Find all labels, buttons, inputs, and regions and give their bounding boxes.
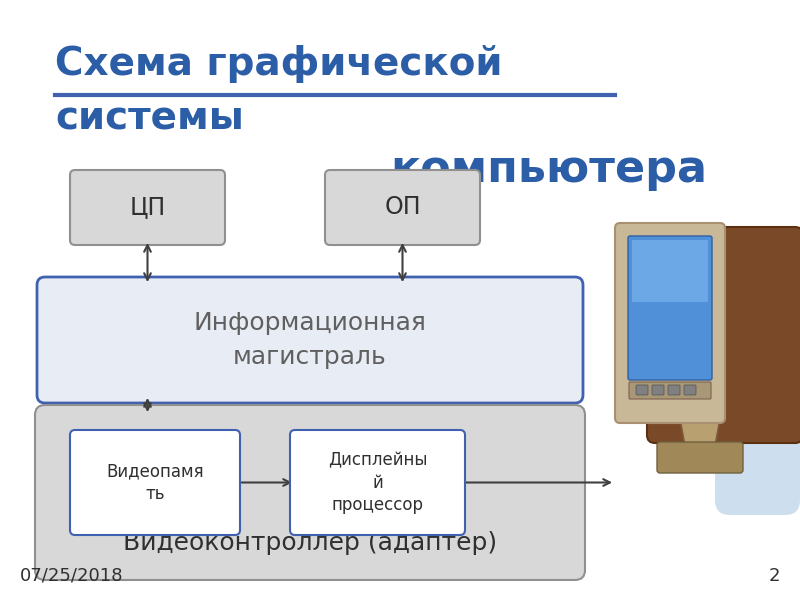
FancyBboxPatch shape: [615, 223, 725, 423]
FancyBboxPatch shape: [35, 405, 585, 580]
Text: Видеоконтроллер (адаптер): Видеоконтроллер (адаптер): [123, 531, 497, 555]
Text: ОП: ОП: [384, 196, 421, 220]
FancyBboxPatch shape: [668, 385, 680, 395]
FancyBboxPatch shape: [715, 255, 800, 515]
FancyBboxPatch shape: [70, 170, 225, 245]
FancyBboxPatch shape: [684, 385, 696, 395]
FancyBboxPatch shape: [37, 277, 583, 403]
Text: Видеопамя
ть: Видеопамя ть: [106, 463, 204, 503]
Text: Дисплейны
й
процессор: Дисплейны й процессор: [328, 451, 427, 514]
Text: ЦП: ЦП: [130, 196, 166, 220]
FancyBboxPatch shape: [647, 227, 800, 443]
FancyBboxPatch shape: [325, 170, 480, 245]
Text: 2: 2: [769, 567, 780, 585]
Text: Информационная
магистраль: Информационная магистраль: [194, 311, 426, 369]
FancyBboxPatch shape: [657, 442, 743, 473]
Text: компьютера: компьютера: [390, 148, 707, 191]
Text: системы: системы: [55, 100, 244, 138]
FancyBboxPatch shape: [628, 236, 712, 380]
Text: 07/25/2018: 07/25/2018: [20, 567, 123, 585]
FancyBboxPatch shape: [629, 382, 711, 399]
FancyBboxPatch shape: [632, 240, 708, 302]
Polygon shape: [680, 418, 720, 445]
FancyBboxPatch shape: [290, 430, 465, 535]
FancyBboxPatch shape: [652, 385, 664, 395]
Text: Схема графической: Схема графической: [55, 45, 502, 83]
FancyBboxPatch shape: [70, 430, 240, 535]
FancyBboxPatch shape: [636, 385, 648, 395]
